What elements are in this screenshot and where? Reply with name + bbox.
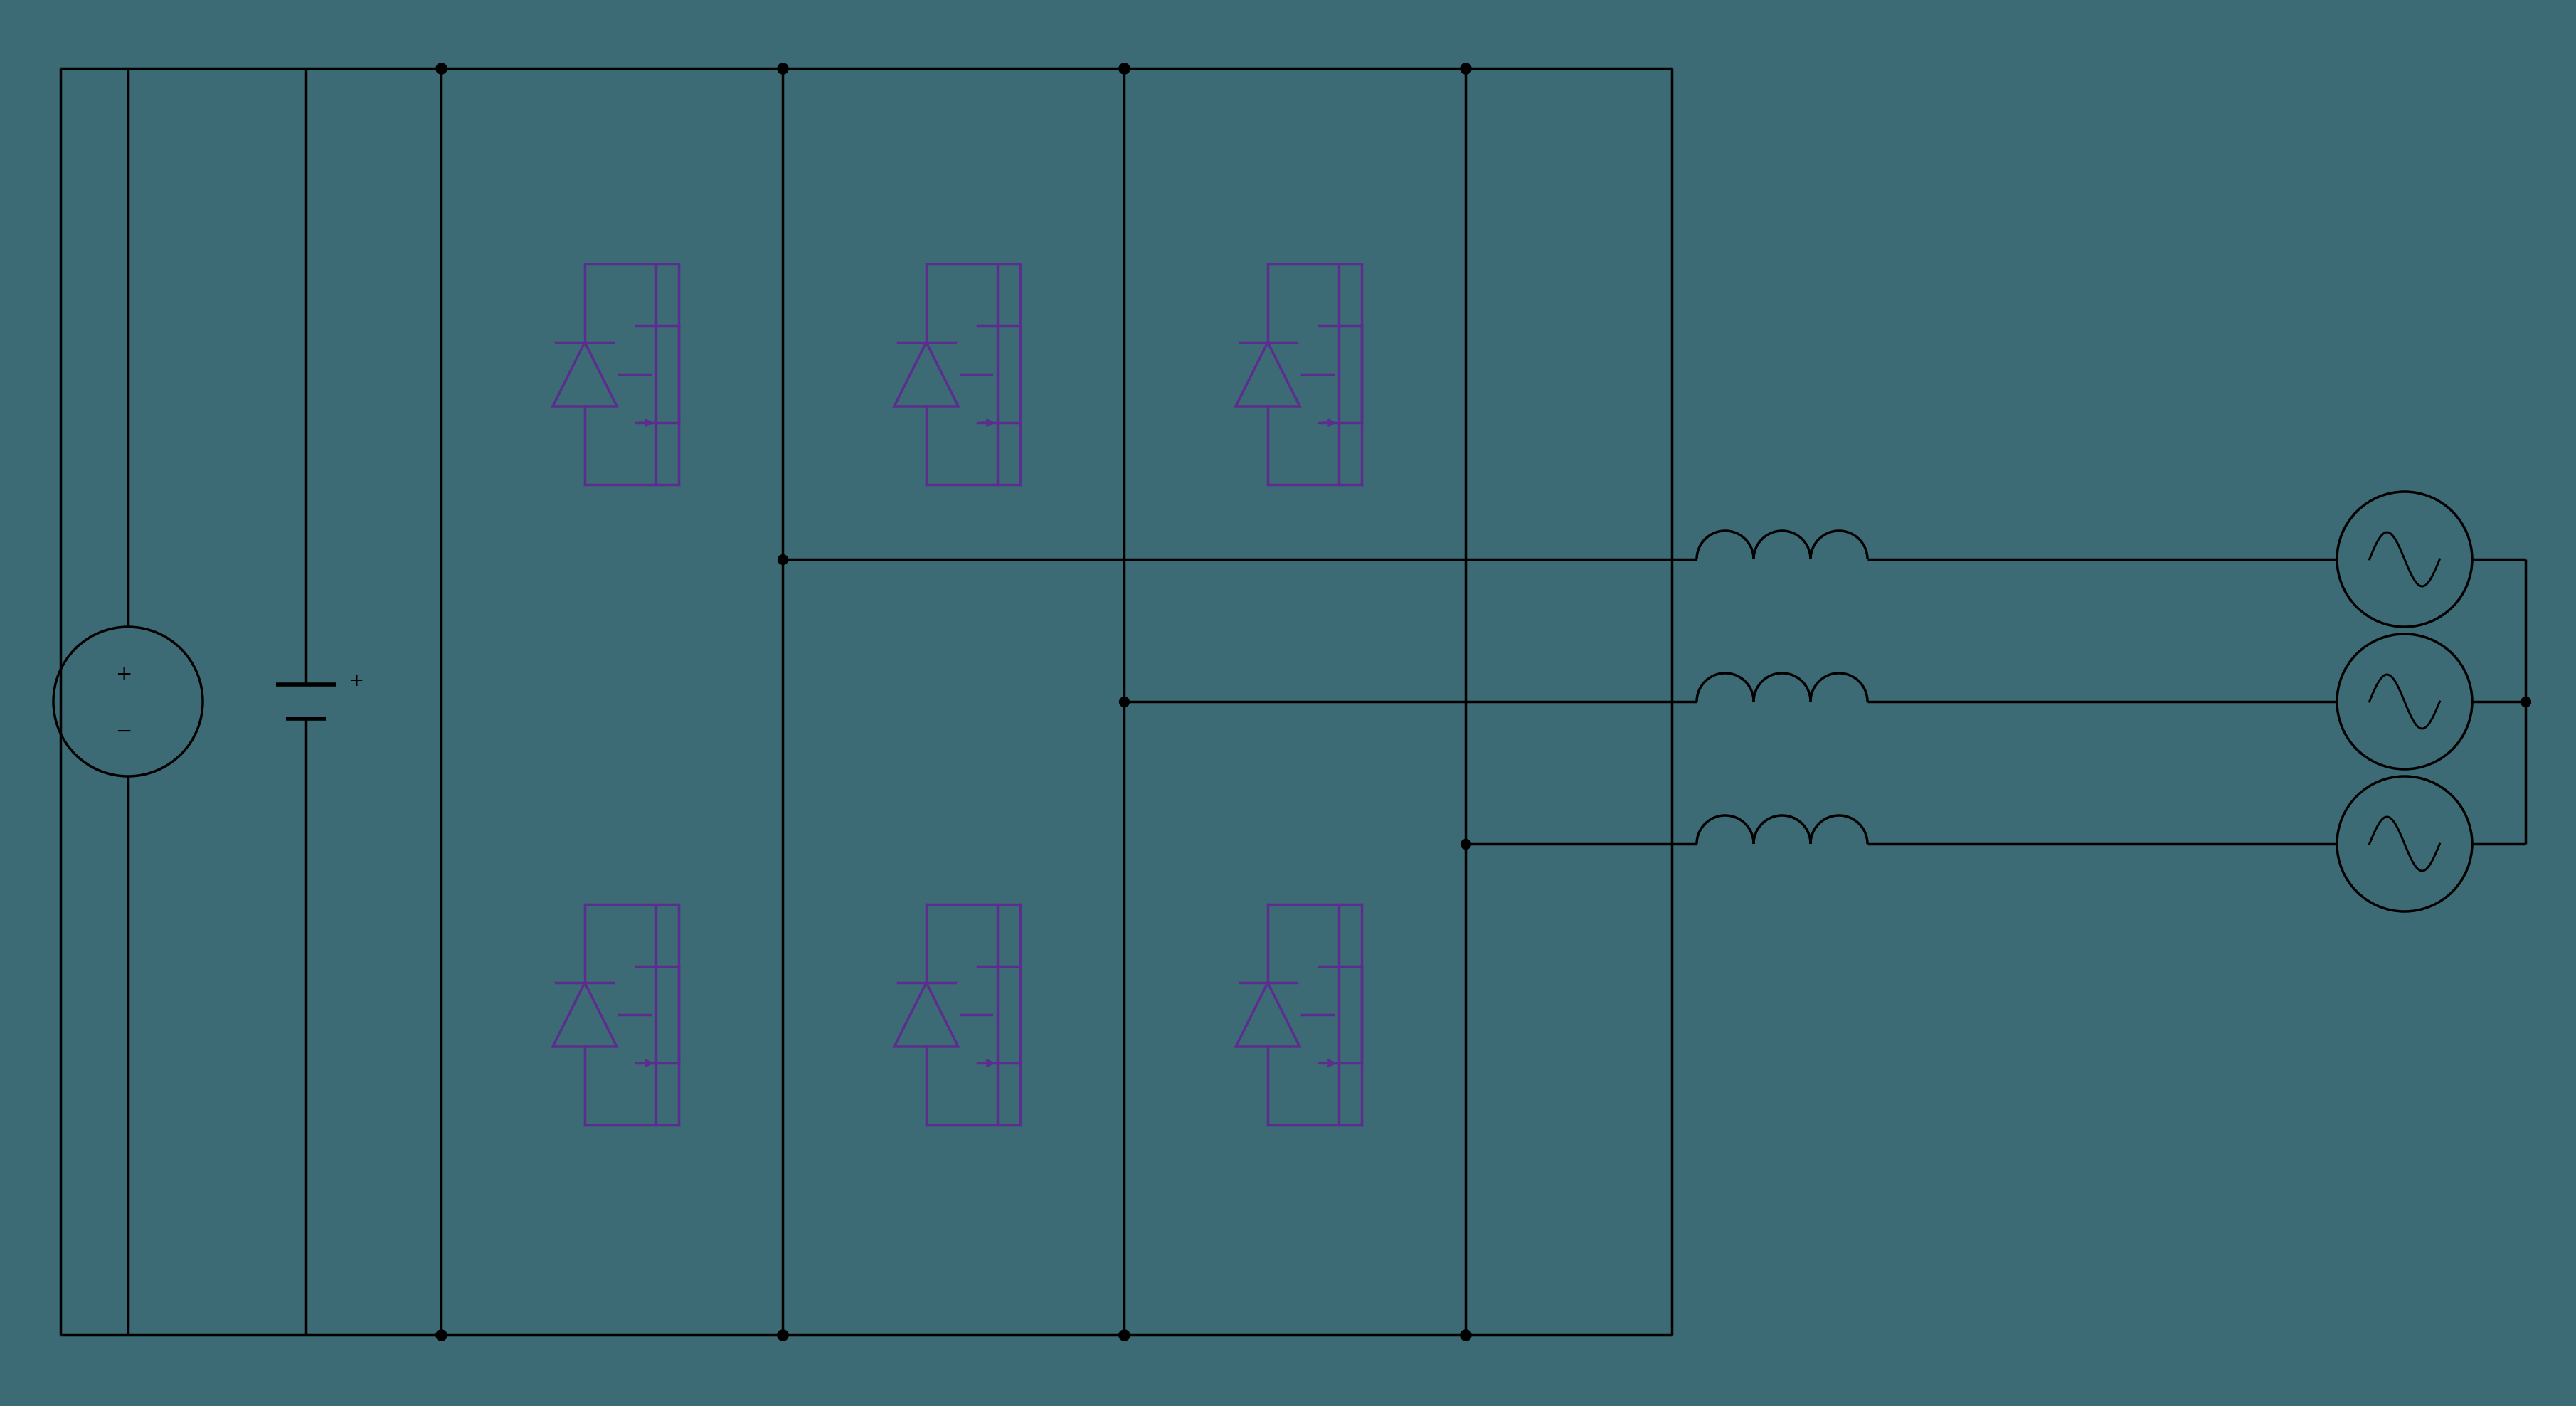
Text: −: −: [116, 721, 134, 741]
Text: +: +: [116, 665, 134, 685]
Text: +: +: [348, 672, 363, 689]
